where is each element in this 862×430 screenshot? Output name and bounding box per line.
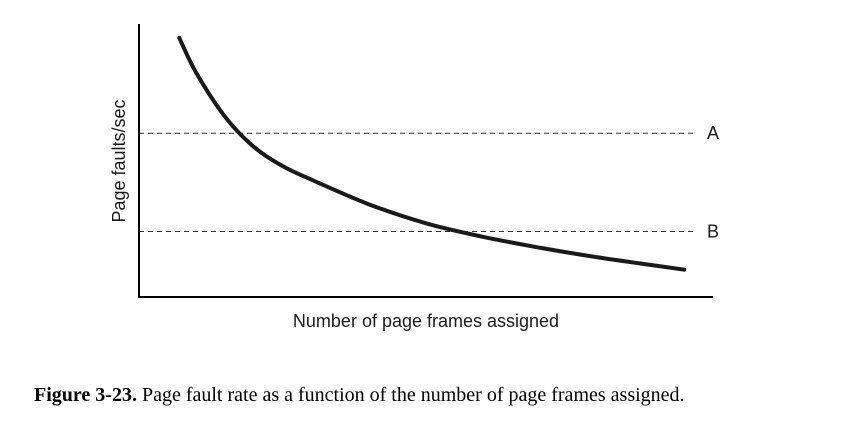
figure-caption: Figure 3-23. Page fault rate as a functi… (34, 384, 685, 407)
page-fault-curve (177, 35, 687, 272)
reference-labels: AB (707, 123, 719, 241)
figure-number: Figure 3-23. (34, 384, 137, 406)
y-axis-label: Page faults/sec (109, 99, 129, 222)
reference-label-a: A (707, 123, 719, 143)
page-fault-chart: AB Number of page frames assigned Page f… (109, 24, 719, 331)
reference-lines (139, 132, 693, 232)
reference-label-b: B (707, 221, 719, 241)
figure-caption-text: Page fault rate as a function of the num… (141, 384, 685, 406)
x-axis-label: Number of page frames assigned (293, 311, 559, 331)
